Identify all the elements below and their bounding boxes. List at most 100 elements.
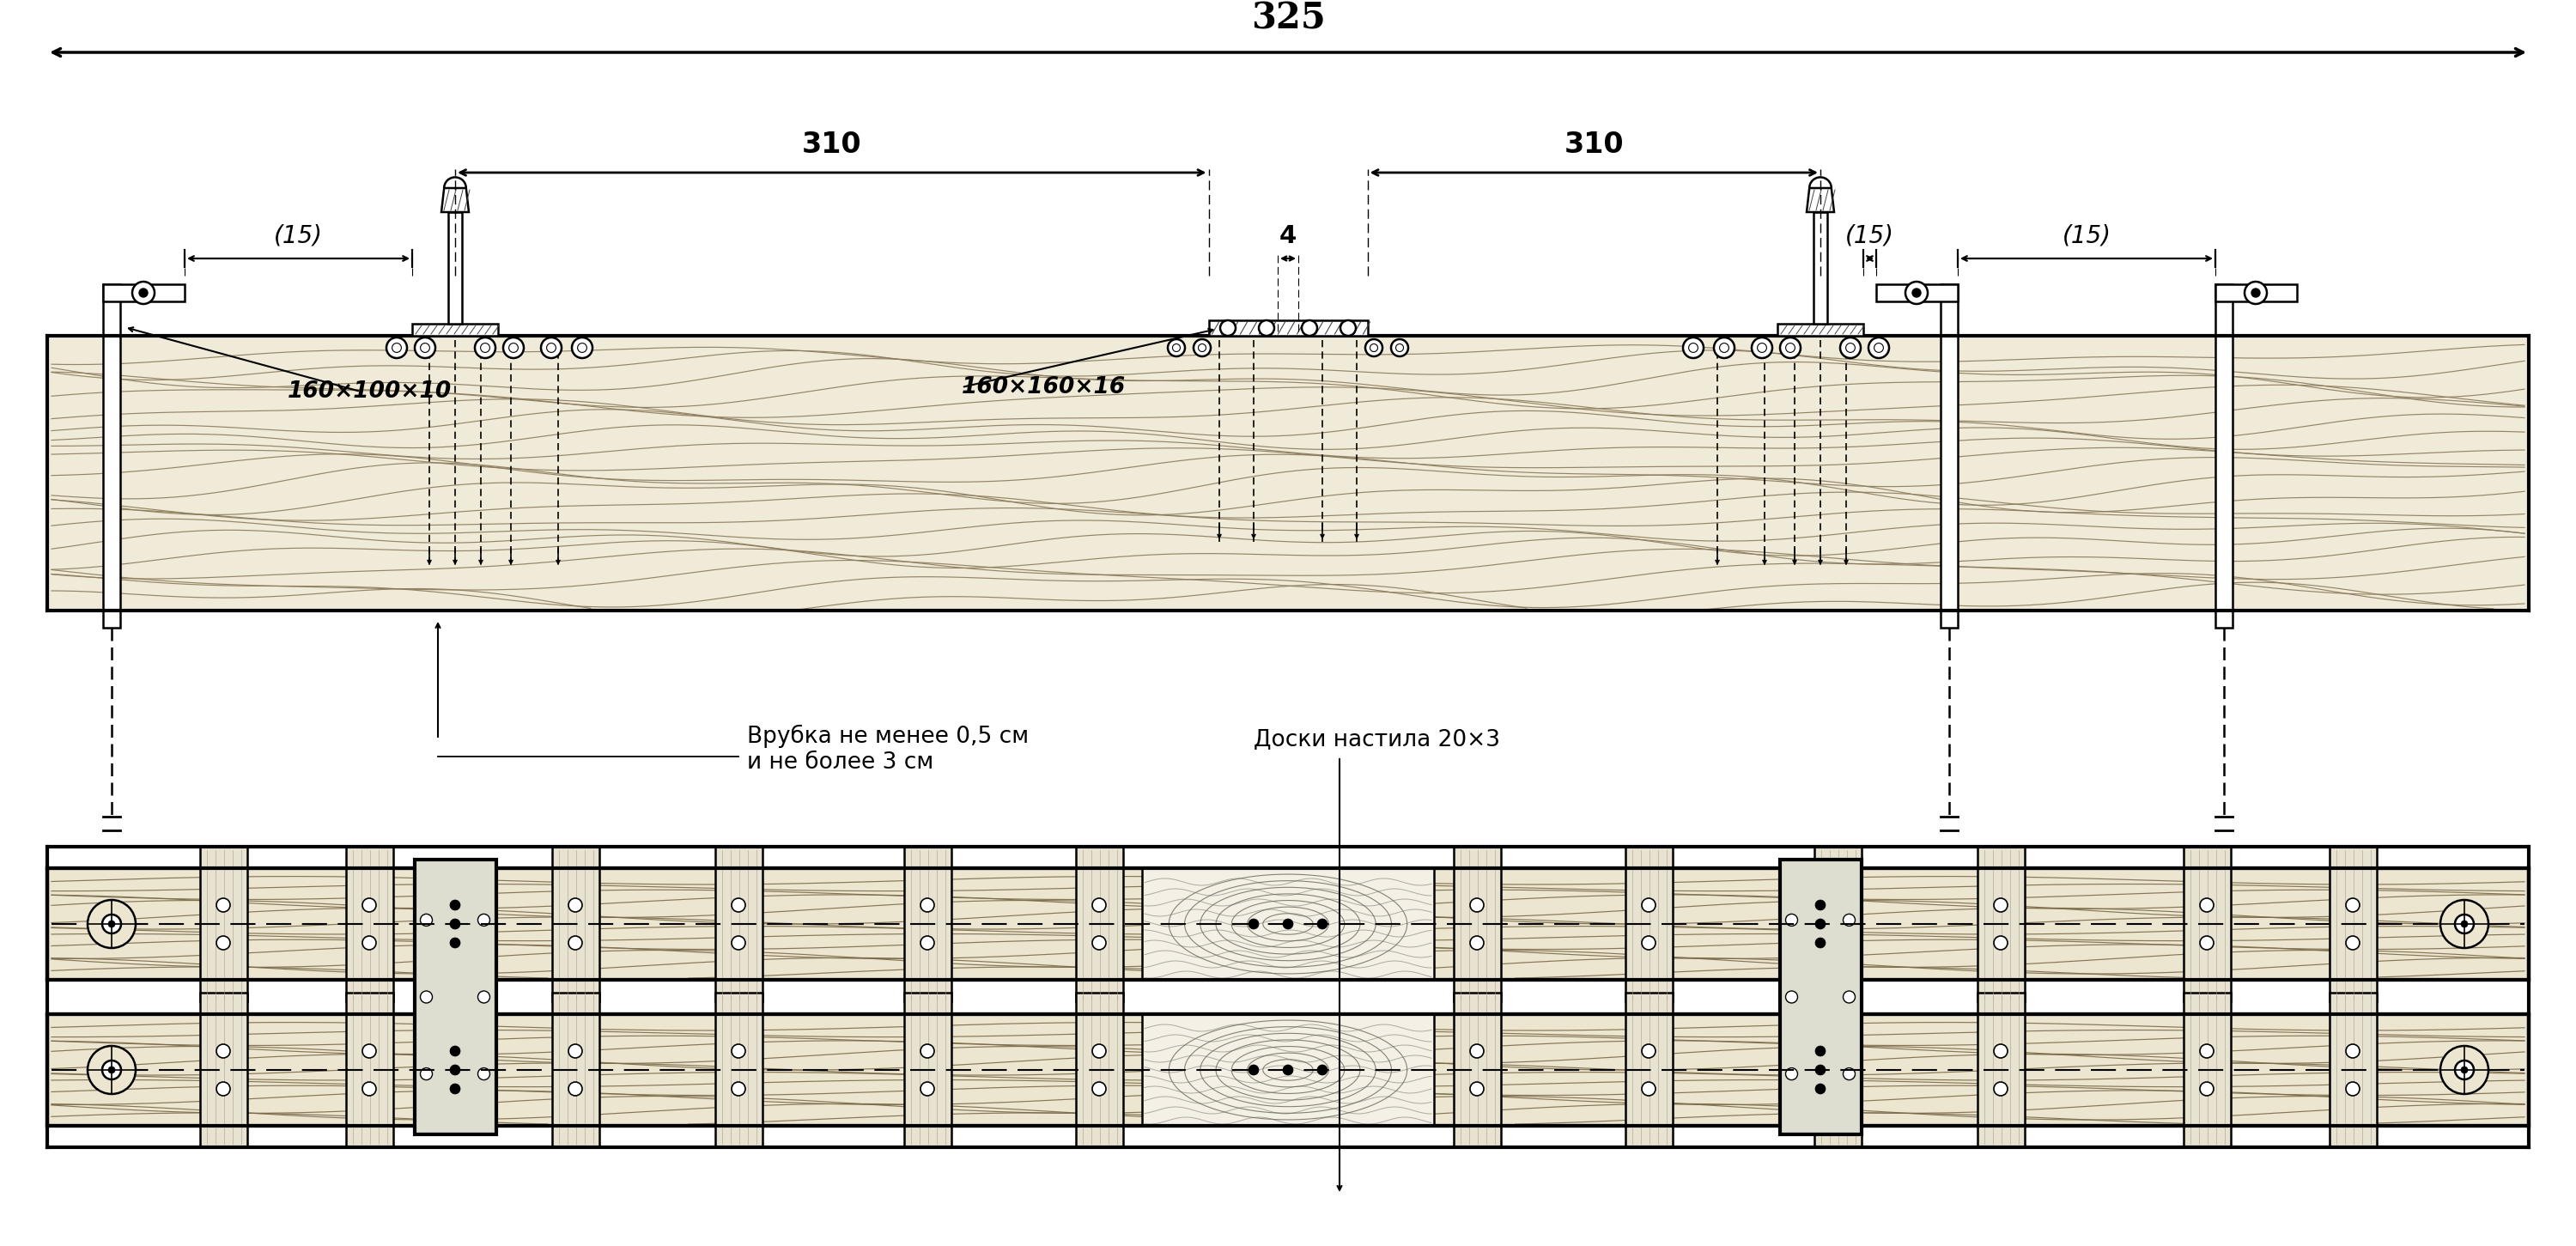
Polygon shape: [2182, 847, 2231, 1002]
Circle shape: [1340, 320, 1355, 335]
Circle shape: [569, 898, 582, 912]
Circle shape: [108, 921, 116, 927]
Polygon shape: [46, 335, 2530, 611]
Circle shape: [546, 343, 556, 353]
Circle shape: [1690, 343, 1698, 353]
Polygon shape: [448, 212, 461, 324]
Circle shape: [1832, 898, 1844, 912]
Polygon shape: [1453, 993, 1499, 1148]
Circle shape: [363, 1044, 376, 1058]
Circle shape: [1816, 918, 1826, 930]
Circle shape: [2200, 1082, 2213, 1095]
Circle shape: [2347, 1044, 2360, 1058]
Polygon shape: [1141, 868, 1435, 979]
Text: (15): (15): [1844, 224, 1893, 248]
Circle shape: [577, 343, 587, 353]
Polygon shape: [415, 860, 495, 1134]
Circle shape: [502, 338, 523, 358]
Circle shape: [363, 936, 376, 949]
Polygon shape: [103, 284, 185, 302]
Circle shape: [1844, 915, 1855, 926]
Circle shape: [216, 1082, 229, 1095]
Circle shape: [1816, 1084, 1826, 1094]
Circle shape: [1641, 1082, 1656, 1095]
Circle shape: [1757, 343, 1767, 353]
Polygon shape: [201, 847, 247, 1002]
Circle shape: [732, 936, 744, 949]
Polygon shape: [1814, 993, 1860, 1148]
Circle shape: [1391, 339, 1409, 356]
Circle shape: [1370, 344, 1378, 351]
Circle shape: [1172, 344, 1180, 351]
Polygon shape: [1814, 212, 1826, 324]
Circle shape: [2251, 289, 2259, 297]
Polygon shape: [201, 993, 247, 1148]
Circle shape: [1316, 918, 1327, 930]
Polygon shape: [2182, 993, 2231, 1148]
Circle shape: [1260, 320, 1275, 335]
Circle shape: [1839, 338, 1860, 358]
Circle shape: [1785, 991, 1798, 1003]
Polygon shape: [1875, 284, 1958, 302]
Polygon shape: [1777, 324, 1862, 335]
Text: 160×100×10: 160×100×10: [289, 380, 451, 402]
Polygon shape: [1625, 993, 1672, 1148]
Circle shape: [1816, 1065, 1826, 1075]
Polygon shape: [1625, 847, 1672, 1002]
Circle shape: [1816, 938, 1826, 948]
Circle shape: [920, 1044, 935, 1058]
Polygon shape: [714, 847, 762, 1002]
Circle shape: [216, 898, 229, 912]
Circle shape: [1167, 339, 1185, 356]
Text: 310: 310: [801, 131, 863, 158]
Circle shape: [420, 915, 433, 926]
Circle shape: [1641, 898, 1656, 912]
Polygon shape: [46, 1014, 2530, 1126]
Circle shape: [1471, 1044, 1484, 1058]
Circle shape: [1994, 1082, 2007, 1095]
Text: (15): (15): [273, 224, 322, 248]
Polygon shape: [904, 847, 951, 1002]
Circle shape: [1816, 1045, 1826, 1057]
Polygon shape: [103, 284, 121, 628]
Circle shape: [451, 900, 461, 911]
Polygon shape: [551, 993, 598, 1148]
Circle shape: [1994, 1044, 2007, 1058]
Circle shape: [1832, 1044, 1844, 1058]
Text: и не более 3 см: и не более 3 см: [747, 751, 933, 774]
Circle shape: [216, 936, 229, 949]
Text: 310: 310: [1564, 131, 1623, 158]
Circle shape: [732, 1082, 744, 1095]
Polygon shape: [1141, 1014, 1435, 1126]
Circle shape: [1283, 918, 1293, 930]
Polygon shape: [1453, 847, 1499, 1002]
Circle shape: [510, 343, 518, 353]
Circle shape: [1471, 898, 1484, 912]
Circle shape: [2439, 1045, 2488, 1094]
Circle shape: [2347, 936, 2360, 949]
Circle shape: [1396, 344, 1404, 351]
Circle shape: [108, 1067, 116, 1073]
Circle shape: [2455, 1060, 2473, 1079]
Circle shape: [1832, 1082, 1844, 1095]
Polygon shape: [1978, 993, 2025, 1148]
Polygon shape: [1208, 320, 1368, 335]
Circle shape: [1641, 1044, 1656, 1058]
Circle shape: [420, 991, 433, 1003]
Circle shape: [1092, 1044, 1105, 1058]
Circle shape: [732, 1044, 744, 1058]
Circle shape: [1847, 343, 1855, 353]
Circle shape: [363, 1082, 376, 1095]
Circle shape: [1365, 339, 1383, 356]
Circle shape: [1906, 282, 1927, 304]
Text: (15): (15): [2061, 224, 2112, 248]
Polygon shape: [1077, 847, 1123, 1002]
Circle shape: [103, 1060, 121, 1079]
Text: 4: 4: [1280, 224, 1296, 248]
Circle shape: [2200, 936, 2213, 949]
Circle shape: [415, 338, 435, 358]
Circle shape: [1868, 338, 1888, 358]
Circle shape: [474, 338, 495, 358]
Circle shape: [1844, 1068, 1855, 1080]
Circle shape: [479, 915, 489, 926]
